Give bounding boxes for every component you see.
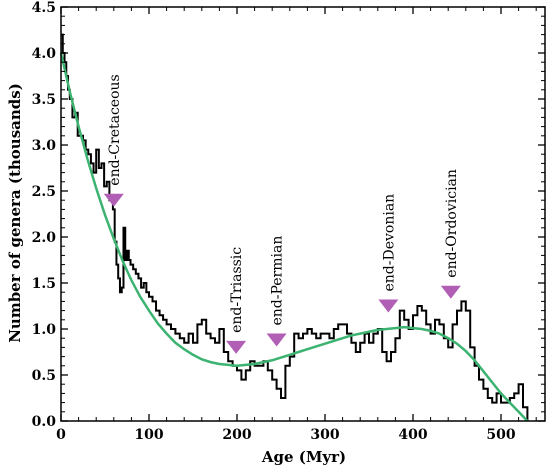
x-axis-title: Age (Myr) xyxy=(261,448,346,466)
plot-frame xyxy=(60,6,546,422)
extinction-marker-triangle xyxy=(266,333,287,347)
y-tick-label: 4.5 xyxy=(32,0,56,16)
x-tick-label: 100 xyxy=(134,427,163,443)
x-tick-label: 0 xyxy=(56,427,66,443)
extinction-event-label: end-Cretaceous xyxy=(107,74,123,185)
y-tick-label: 3.5 xyxy=(32,92,56,108)
x-tick-label: 200 xyxy=(222,427,251,443)
x-tick-label: 400 xyxy=(398,427,427,443)
extinction-event-label: end-Permian xyxy=(270,236,286,326)
y-tick-label: 1.5 xyxy=(32,276,56,292)
axes-group: 0 100 200 300 400 500 0.0 0.5 1.0 1.5 2.0 2.5 3.0 3.5… xyxy=(32,0,546,443)
event-markers: end-Cretaceous end-Triassic end-Permian end… xyxy=(103,74,461,354)
y-tick-label: 1.0 xyxy=(32,322,57,338)
extinction-marker-triangle xyxy=(226,340,247,354)
trend-fit-line xyxy=(59,52,529,422)
extinction-marker-triangle xyxy=(440,285,461,299)
y-tick-label: 0.5 xyxy=(32,368,56,384)
y-tick-label: 2.0 xyxy=(32,230,57,246)
y-tick-label: 0.0 xyxy=(32,414,57,430)
x-tick-label: 300 xyxy=(310,427,339,443)
extinction-event-label: end-Devonian xyxy=(381,194,397,292)
y-axis-title: Number of genera (thousands) xyxy=(6,83,24,343)
extinction-event-label: end-Triassic xyxy=(229,247,245,333)
extinction-marker-triangle xyxy=(103,193,124,207)
y-tick-label: 4.0 xyxy=(32,46,57,62)
x-tick-label: 500 xyxy=(486,427,515,443)
extinction-marker-triangle xyxy=(378,299,399,313)
y-tick-label: 3.0 xyxy=(32,138,57,154)
extinction-event-label: end-Ordovician xyxy=(444,169,460,278)
y-tick-label: 2.5 xyxy=(32,184,56,200)
